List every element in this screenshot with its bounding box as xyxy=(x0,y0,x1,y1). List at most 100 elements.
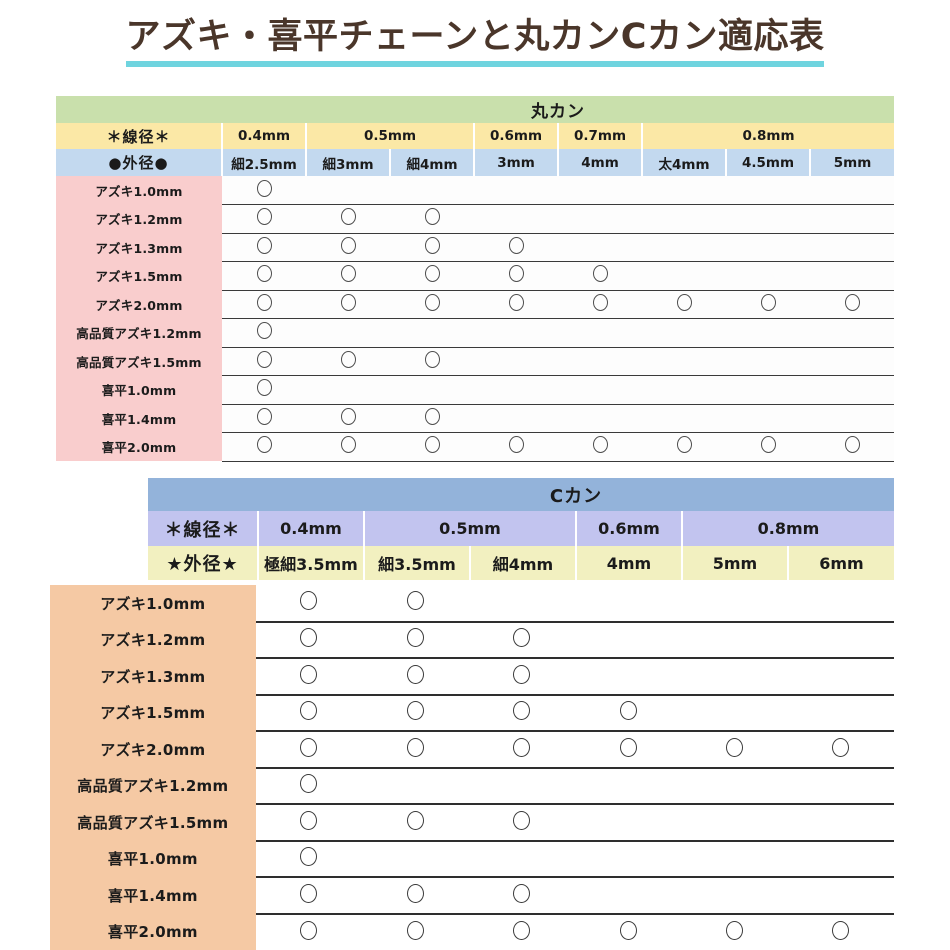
circle-icon xyxy=(513,920,531,940)
circle-icon xyxy=(256,322,272,340)
circle-icon xyxy=(424,407,440,425)
compatible-mark-cell xyxy=(255,730,363,768)
empty-cell xyxy=(681,585,788,622)
empty-cell xyxy=(474,375,558,404)
ckan-row-label: 高品質アズキ1.5mm xyxy=(50,804,256,841)
empty-cell xyxy=(558,232,642,262)
circle-icon xyxy=(424,208,440,226)
empty-cell xyxy=(726,403,810,433)
ckan-row-label: アズキ1.0mm xyxy=(50,585,256,622)
compatible-mark-cell xyxy=(787,912,894,950)
circle-icon xyxy=(340,350,356,368)
empty-cell xyxy=(306,375,390,404)
circle-icon xyxy=(300,591,318,611)
compatible-mark-cell xyxy=(362,803,469,841)
ckan-column-header: 4mm xyxy=(576,546,683,580)
circle-icon xyxy=(832,920,850,940)
empty-cell xyxy=(810,232,894,262)
ckan-column-header: 細3.5mm xyxy=(364,546,471,580)
circle-icon xyxy=(424,436,440,454)
empty-cell xyxy=(787,766,894,804)
marukan-wire-group: 0.6mm xyxy=(474,123,559,149)
empty-cell xyxy=(574,620,682,658)
compatible-mark-cell xyxy=(306,346,390,376)
empty-cell xyxy=(574,876,682,914)
table-row: 喜平1.4mm xyxy=(56,403,894,433)
circle-icon xyxy=(513,701,531,721)
empty-cell xyxy=(810,403,894,433)
compatible-mark-cell xyxy=(574,912,682,950)
marukan-outer-label: ●外径● xyxy=(56,149,223,176)
ckan-row-label: 喜平1.4mm xyxy=(50,877,256,914)
empty-cell xyxy=(787,839,894,877)
circle-icon xyxy=(844,436,860,454)
marukan-row-label: アズキ1.2mm xyxy=(56,204,222,233)
empty-cell xyxy=(810,176,894,205)
circle-icon xyxy=(256,407,272,425)
circle-icon xyxy=(256,265,272,283)
ckan-row-label: アズキ1.5mm xyxy=(50,694,256,731)
marukan-header-title: 丸カン xyxy=(531,102,585,122)
table-row: 喜平1.0mm xyxy=(56,375,894,404)
compatible-mark-cell xyxy=(255,803,363,841)
ckan-wire-label: ＊線径＊ xyxy=(148,511,259,546)
empty-cell xyxy=(787,585,894,622)
page-title: アズキ・喜平チェーンと丸カンCカン適応表 xyxy=(125,19,825,67)
compatible-mark-cell xyxy=(255,839,363,877)
circle-icon xyxy=(300,701,318,721)
circle-icon xyxy=(725,920,743,940)
circle-icon xyxy=(300,810,318,830)
circle-icon xyxy=(832,737,850,757)
marukan-column-header: 4.5mm xyxy=(726,149,811,176)
empty-cell xyxy=(574,839,682,877)
empty-cell xyxy=(468,766,575,804)
marukan-row-label: アズキ2.0mm xyxy=(56,290,222,319)
compatible-mark-cell xyxy=(222,432,306,462)
empty-cell xyxy=(787,803,894,841)
circle-icon xyxy=(406,701,424,721)
circle-icon xyxy=(513,628,531,648)
ckan-corner-cell xyxy=(148,478,258,511)
marukan-wire-group: 0.4mm xyxy=(222,123,307,149)
ckan-row-label: アズキ1.2mm xyxy=(50,621,256,658)
ckan-row-label: アズキ1.3mm xyxy=(50,658,256,695)
empty-cell xyxy=(642,375,726,404)
compatible-mark-cell xyxy=(726,432,810,462)
ckan-table-body: アズキ1.0mm アズキ1.2mm アズキ1.3mm アズキ1.5mm アズキ2.0mm… xyxy=(50,585,894,950)
circle-icon xyxy=(508,236,524,254)
compatible-mark-cell xyxy=(306,432,390,462)
compatible-mark-cell xyxy=(468,912,575,950)
marukan-table-body: アズキ1.0mm アズキ1.2mm アズキ1.3mm アズキ1.5mm アズキ2.0mm… xyxy=(56,176,894,462)
compatible-mark-cell xyxy=(222,176,306,205)
table-row: アズキ1.5mm xyxy=(56,261,894,290)
compatible-mark-cell xyxy=(222,289,306,319)
empty-cell xyxy=(558,318,642,347)
empty-cell xyxy=(474,204,558,233)
compatible-mark-cell xyxy=(222,232,306,262)
empty-cell xyxy=(810,204,894,233)
circle-icon xyxy=(424,293,440,311)
empty-cell xyxy=(642,403,726,433)
circle-icon xyxy=(513,737,531,757)
ckan-row-label: 喜平1.0mm xyxy=(50,840,256,877)
compatible-mark-cell xyxy=(362,620,469,658)
empty-cell xyxy=(787,876,894,914)
compatible-mark-cell xyxy=(574,730,682,768)
empty-cell xyxy=(574,803,682,841)
circle-icon xyxy=(619,737,637,757)
circle-icon xyxy=(424,236,440,254)
circle-icon xyxy=(256,379,272,397)
compatible-mark-cell xyxy=(306,204,390,233)
compatible-mark-cell xyxy=(255,620,363,658)
circle-icon xyxy=(513,810,531,830)
marukan-wire-label: ＊線径＊ xyxy=(56,123,223,149)
circle-icon xyxy=(592,293,608,311)
table-row: 高品質アズキ1.5mm xyxy=(50,803,894,841)
table-row: 喜平2.0mm xyxy=(50,912,894,950)
empty-cell xyxy=(390,318,474,347)
circle-icon xyxy=(406,737,424,757)
table-row: 高品質アズキ1.2mm xyxy=(56,318,894,347)
table-row: アズキ1.3mm xyxy=(50,657,894,695)
marukan-row-label: 高品質アズキ1.5mm xyxy=(56,347,222,376)
ckan-header-table: Cカン ＊線径＊ 0.4mm 0.5mm 0.6mm 0.8mm ★外径★ 極細3.5… xyxy=(148,478,894,580)
